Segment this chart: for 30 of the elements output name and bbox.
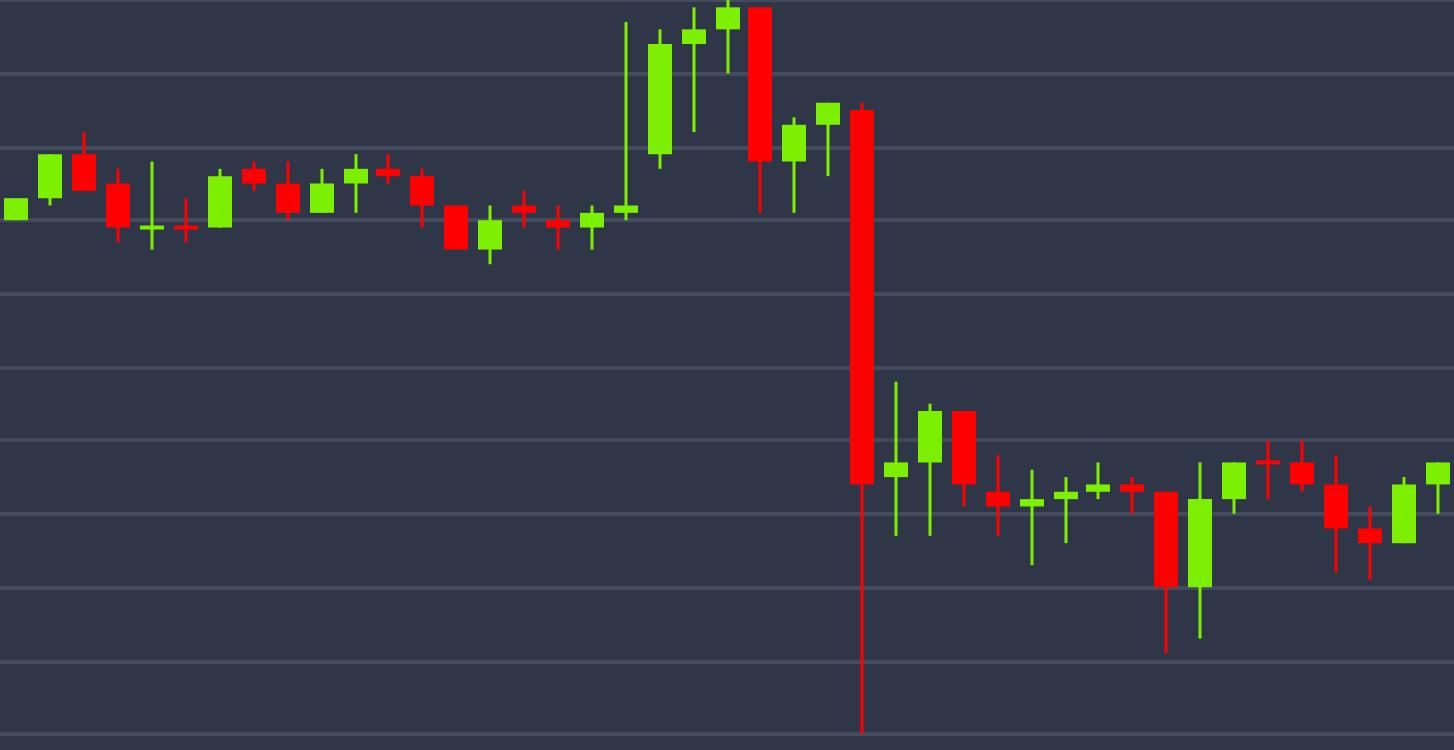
candlestick — [1290, 438, 1314, 494]
candlestick — [580, 204, 604, 252]
candlestick — [344, 152, 368, 215]
candlestick — [444, 204, 468, 252]
candlestick — [310, 167, 334, 215]
candlestick — [816, 101, 840, 178]
candlestick — [986, 453, 1010, 538]
candlestick — [1120, 475, 1144, 516]
candlestick — [1222, 460, 1246, 516]
candlestick — [512, 189, 536, 230]
candlestick — [106, 167, 130, 244]
candlestick — [478, 204, 502, 266]
candlestick — [1086, 460, 1110, 501]
candlestick — [276, 159, 300, 222]
candlestick — [1054, 475, 1078, 545]
candlestick — [410, 167, 434, 230]
candlestick — [376, 152, 400, 185]
candlestick — [716, 0, 740, 75]
candlestick — [1324, 453, 1348, 575]
candlestick — [72, 130, 96, 193]
candlestick — [782, 115, 806, 215]
candlestick — [1020, 468, 1044, 567]
candlestick — [1426, 460, 1450, 516]
candlestick — [546, 204, 570, 252]
candlestick — [38, 152, 62, 208]
candlestick — [242, 159, 266, 193]
candlestick — [1358, 504, 1382, 582]
candlestick — [884, 380, 908, 538]
candlestick — [614, 20, 638, 222]
candlestick — [682, 5, 706, 134]
